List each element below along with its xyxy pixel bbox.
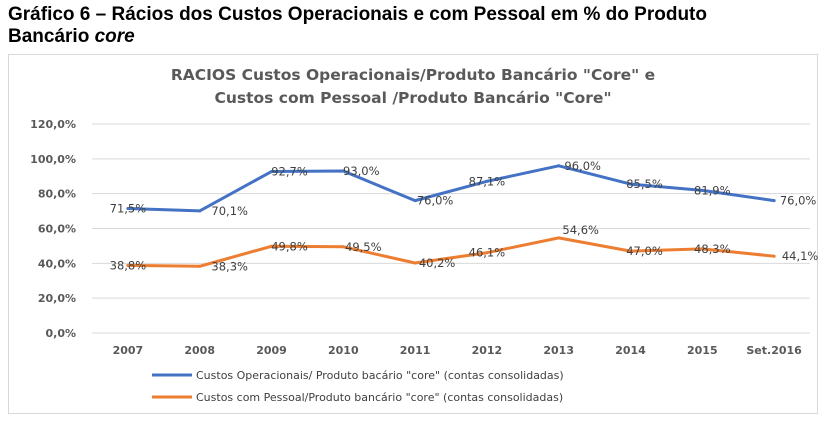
- gridlines: [92, 123, 810, 334]
- data-point: [198, 209, 202, 213]
- x-tick-label: 2011: [400, 344, 431, 357]
- series: [126, 164, 776, 268]
- y-tick-label: 40,0%: [38, 257, 76, 270]
- x-tick-label: 2012: [472, 344, 503, 357]
- x-tick-label: 2010: [328, 344, 359, 357]
- legend-entry: Custos Operacionais/ Produto bacário "co…: [196, 369, 564, 382]
- series-line: [126, 236, 776, 268]
- y-tick-label: 20,0%: [38, 292, 76, 305]
- data-label: 93,0%: [343, 164, 380, 178]
- legend: Custos Operacionais/ Produto bacário "co…: [152, 369, 564, 404]
- x-axis-ticks: 2007 2008 2009 2010 2011 2012 2013 2014 2015 Set.…: [113, 344, 803, 357]
- data-label: 85,5%: [626, 177, 663, 191]
- data-label: 92,7%: [271, 165, 308, 179]
- y-axis-ticks: 0,0% 20,0% 40,0% 60,0% 80,0% 100,0% 120,0%: [30, 118, 76, 340]
- data-label: 40,2%: [419, 256, 456, 270]
- data-point: [700, 247, 704, 251]
- data-point: [557, 164, 561, 168]
- data-label: 70,1%: [211, 204, 248, 218]
- x-tick-label: 2007: [113, 344, 144, 357]
- data-label: 44,1%: [782, 249, 819, 263]
- x-tick-label: 2015: [687, 344, 718, 357]
- data-label: 81,9%: [694, 183, 731, 197]
- data-point: [270, 170, 273, 174]
- data-label: 48,3%: [694, 242, 731, 256]
- y-tick-label: 0,0%: [45, 327, 76, 340]
- y-tick-label: 120,0%: [30, 118, 76, 131]
- data-label: 71,5%: [110, 201, 147, 215]
- data-label: 96,0%: [564, 159, 601, 173]
- data-labels: 71,5% 70,1% 92,7% 93,0% 76,0% 87,1% 96,0% 85,5%…: [110, 159, 819, 273]
- x-tick-label: 2014: [615, 344, 646, 357]
- caption-line-2: Bancário core: [8, 26, 808, 48]
- data-point: [413, 199, 417, 203]
- figure-caption: Gráfico 6 – Rácios dos Custos Operaciona…: [8, 4, 808, 48]
- x-tick-label: 2009: [256, 344, 287, 357]
- data-label: 46,1%: [469, 246, 506, 260]
- chart-frame: [8, 54, 818, 414]
- data-point: [270, 244, 273, 248]
- legend-entry: Custos com Pessoal/Produto bancário "cor…: [196, 391, 563, 404]
- data-point: [700, 188, 704, 192]
- data-label: 38,8%: [110, 258, 147, 272]
- data-label: 38,3%: [211, 259, 248, 273]
- data-point: [341, 169, 345, 173]
- y-tick-label: 60,0%: [38, 223, 76, 236]
- y-tick-label: 80,0%: [38, 188, 76, 201]
- caption-line-2-text: Bancário: [8, 26, 90, 47]
- data-label: 54,6%: [562, 223, 599, 237]
- data-point: [629, 182, 632, 186]
- chart-title: RACIOS Custos Operacionais/Produto Bancá…: [171, 66, 655, 84]
- series-line: [126, 164, 776, 213]
- x-tick-label: 2008: [184, 344, 215, 357]
- data-point: [772, 254, 776, 258]
- data-point: [341, 245, 345, 249]
- data-point: [126, 263, 130, 267]
- data-point: [413, 261, 417, 265]
- data-label: 49,5%: [345, 240, 382, 254]
- data-label: 76,0%: [417, 194, 454, 208]
- data-label: 76,0%: [780, 194, 817, 208]
- y-tick-label: 100,0%: [30, 153, 76, 166]
- data-point: [629, 249, 632, 253]
- data-point: [485, 251, 489, 255]
- caption-line-1: Gráfico 6 – Rácios dos Custos Operaciona…: [8, 4, 707, 25]
- data-point: [557, 236, 561, 240]
- chart-subtitle: Custos com Pessoal /Produto Bancário "Co…: [214, 89, 611, 107]
- data-point: [772, 199, 776, 203]
- data-label: 47,0%: [626, 244, 663, 258]
- data-point: [198, 264, 202, 268]
- caption-line-2-italic: core: [94, 26, 135, 47]
- x-tick-label: Set.2016: [746, 344, 802, 357]
- x-tick-label: 2013: [543, 344, 574, 357]
- data-point: [126, 206, 130, 210]
- data-label: 87,1%: [469, 174, 506, 188]
- data-point: [485, 179, 489, 183]
- data-label: 49,8%: [271, 239, 308, 253]
